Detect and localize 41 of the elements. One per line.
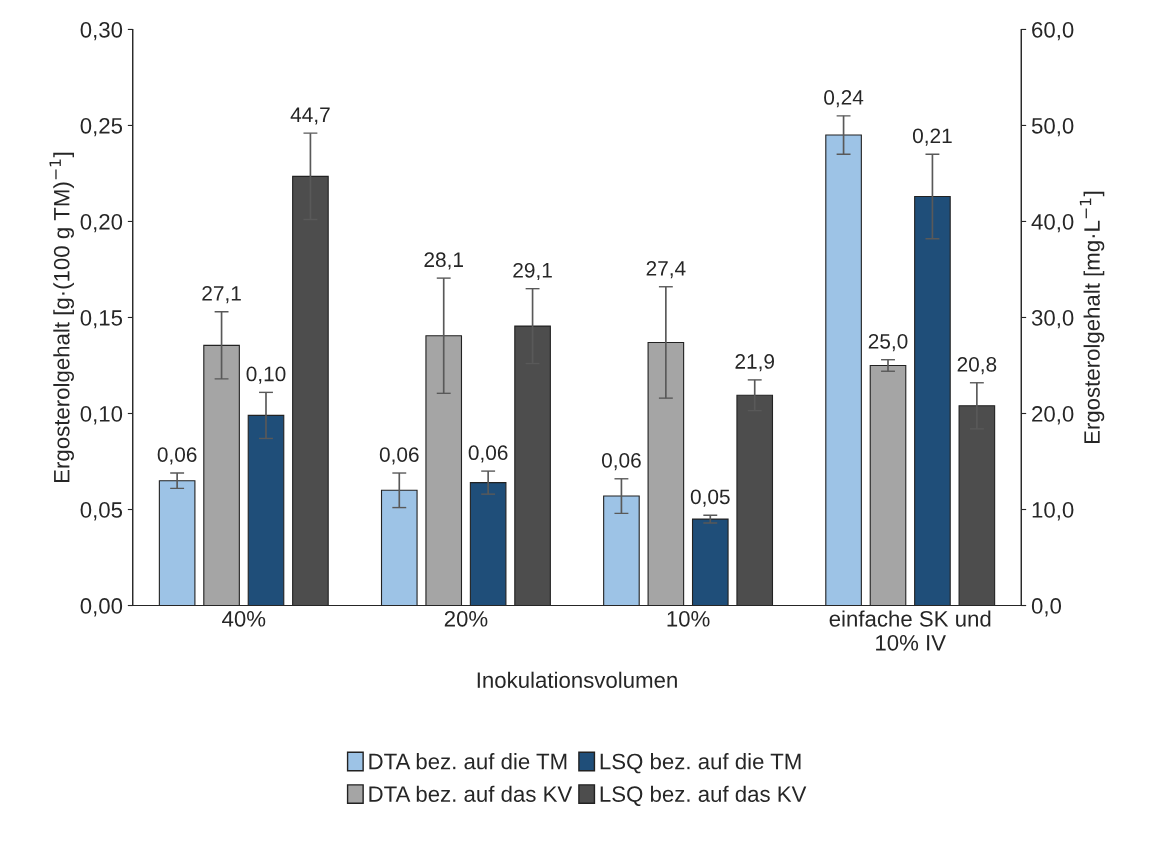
y2-tick-label: 10,0 <box>1032 502 1074 521</box>
y-tick-label: 0,20 <box>80 214 123 233</box>
legend-label: DTA bez. auf das KV <box>369 785 573 802</box>
y2-tick-label: 20,0 <box>1032 406 1074 425</box>
data-label: 0,21 <box>912 128 952 146</box>
data-label: 29,1 <box>513 262 552 281</box>
y2-tick-label: 0,0 <box>1031 598 1062 617</box>
y-axis-title: Ergosterolgehalt [g·(100 g TM)$^{−1}$] <box>49 152 74 482</box>
y-tick-label: 0,10 <box>80 406 123 425</box>
data-label: 20,8 <box>957 356 997 375</box>
legend-label: LSQ bez. auf die TM <box>600 753 801 774</box>
y2-tick-label: 30,0 <box>1031 310 1074 329</box>
data-label: 0,05 <box>690 489 730 507</box>
x-axis-title: Inokulationsvolumen <box>477 671 677 689</box>
y-tick-label: 0,25 <box>80 117 123 137</box>
data-label: 0,06 <box>157 447 197 465</box>
y-tick-label: 0,05 <box>80 502 123 521</box>
data-label: 27,1 <box>202 285 241 304</box>
data-label: 0,06 <box>379 447 419 465</box>
data-label: 25,0 <box>868 333 908 352</box>
legend-label: LSQ bez. auf das KV <box>600 785 807 806</box>
x-tick-label: 40% <box>222 610 266 627</box>
y2-axis-title: Ergosterolgehalt [mg·L$^{−1}$] <box>1079 191 1105 444</box>
data-label: 21,9 <box>735 354 774 372</box>
data-label: 0,06 <box>601 453 641 471</box>
data-label: 0,06 <box>468 445 508 463</box>
x-tick-label: 20% <box>444 610 488 627</box>
legend-label: DTA bez. auf die TM <box>369 753 567 770</box>
data-label: 44,7 <box>290 107 330 125</box>
y2-tick-label: 40,0 <box>1031 214 1074 233</box>
x-tick-label: 10% <box>667 610 710 627</box>
data-label: 28,1 <box>424 252 463 270</box>
data-label: 0,24 <box>824 90 864 108</box>
y-tick-label: 0,15 <box>80 310 123 329</box>
y-tick-label: 0,30 <box>80 21 123 41</box>
x-tick-label: einfache SK und 10% IV <box>829 610 991 651</box>
y-tick-label: 0,00 <box>80 598 123 617</box>
data-label: 27,4 <box>646 260 686 279</box>
y2-tick-label: 50,0 <box>1031 117 1074 137</box>
y2-tick-label: 60,0 <box>1032 21 1074 41</box>
data-label: 0,10 <box>246 366 286 384</box>
